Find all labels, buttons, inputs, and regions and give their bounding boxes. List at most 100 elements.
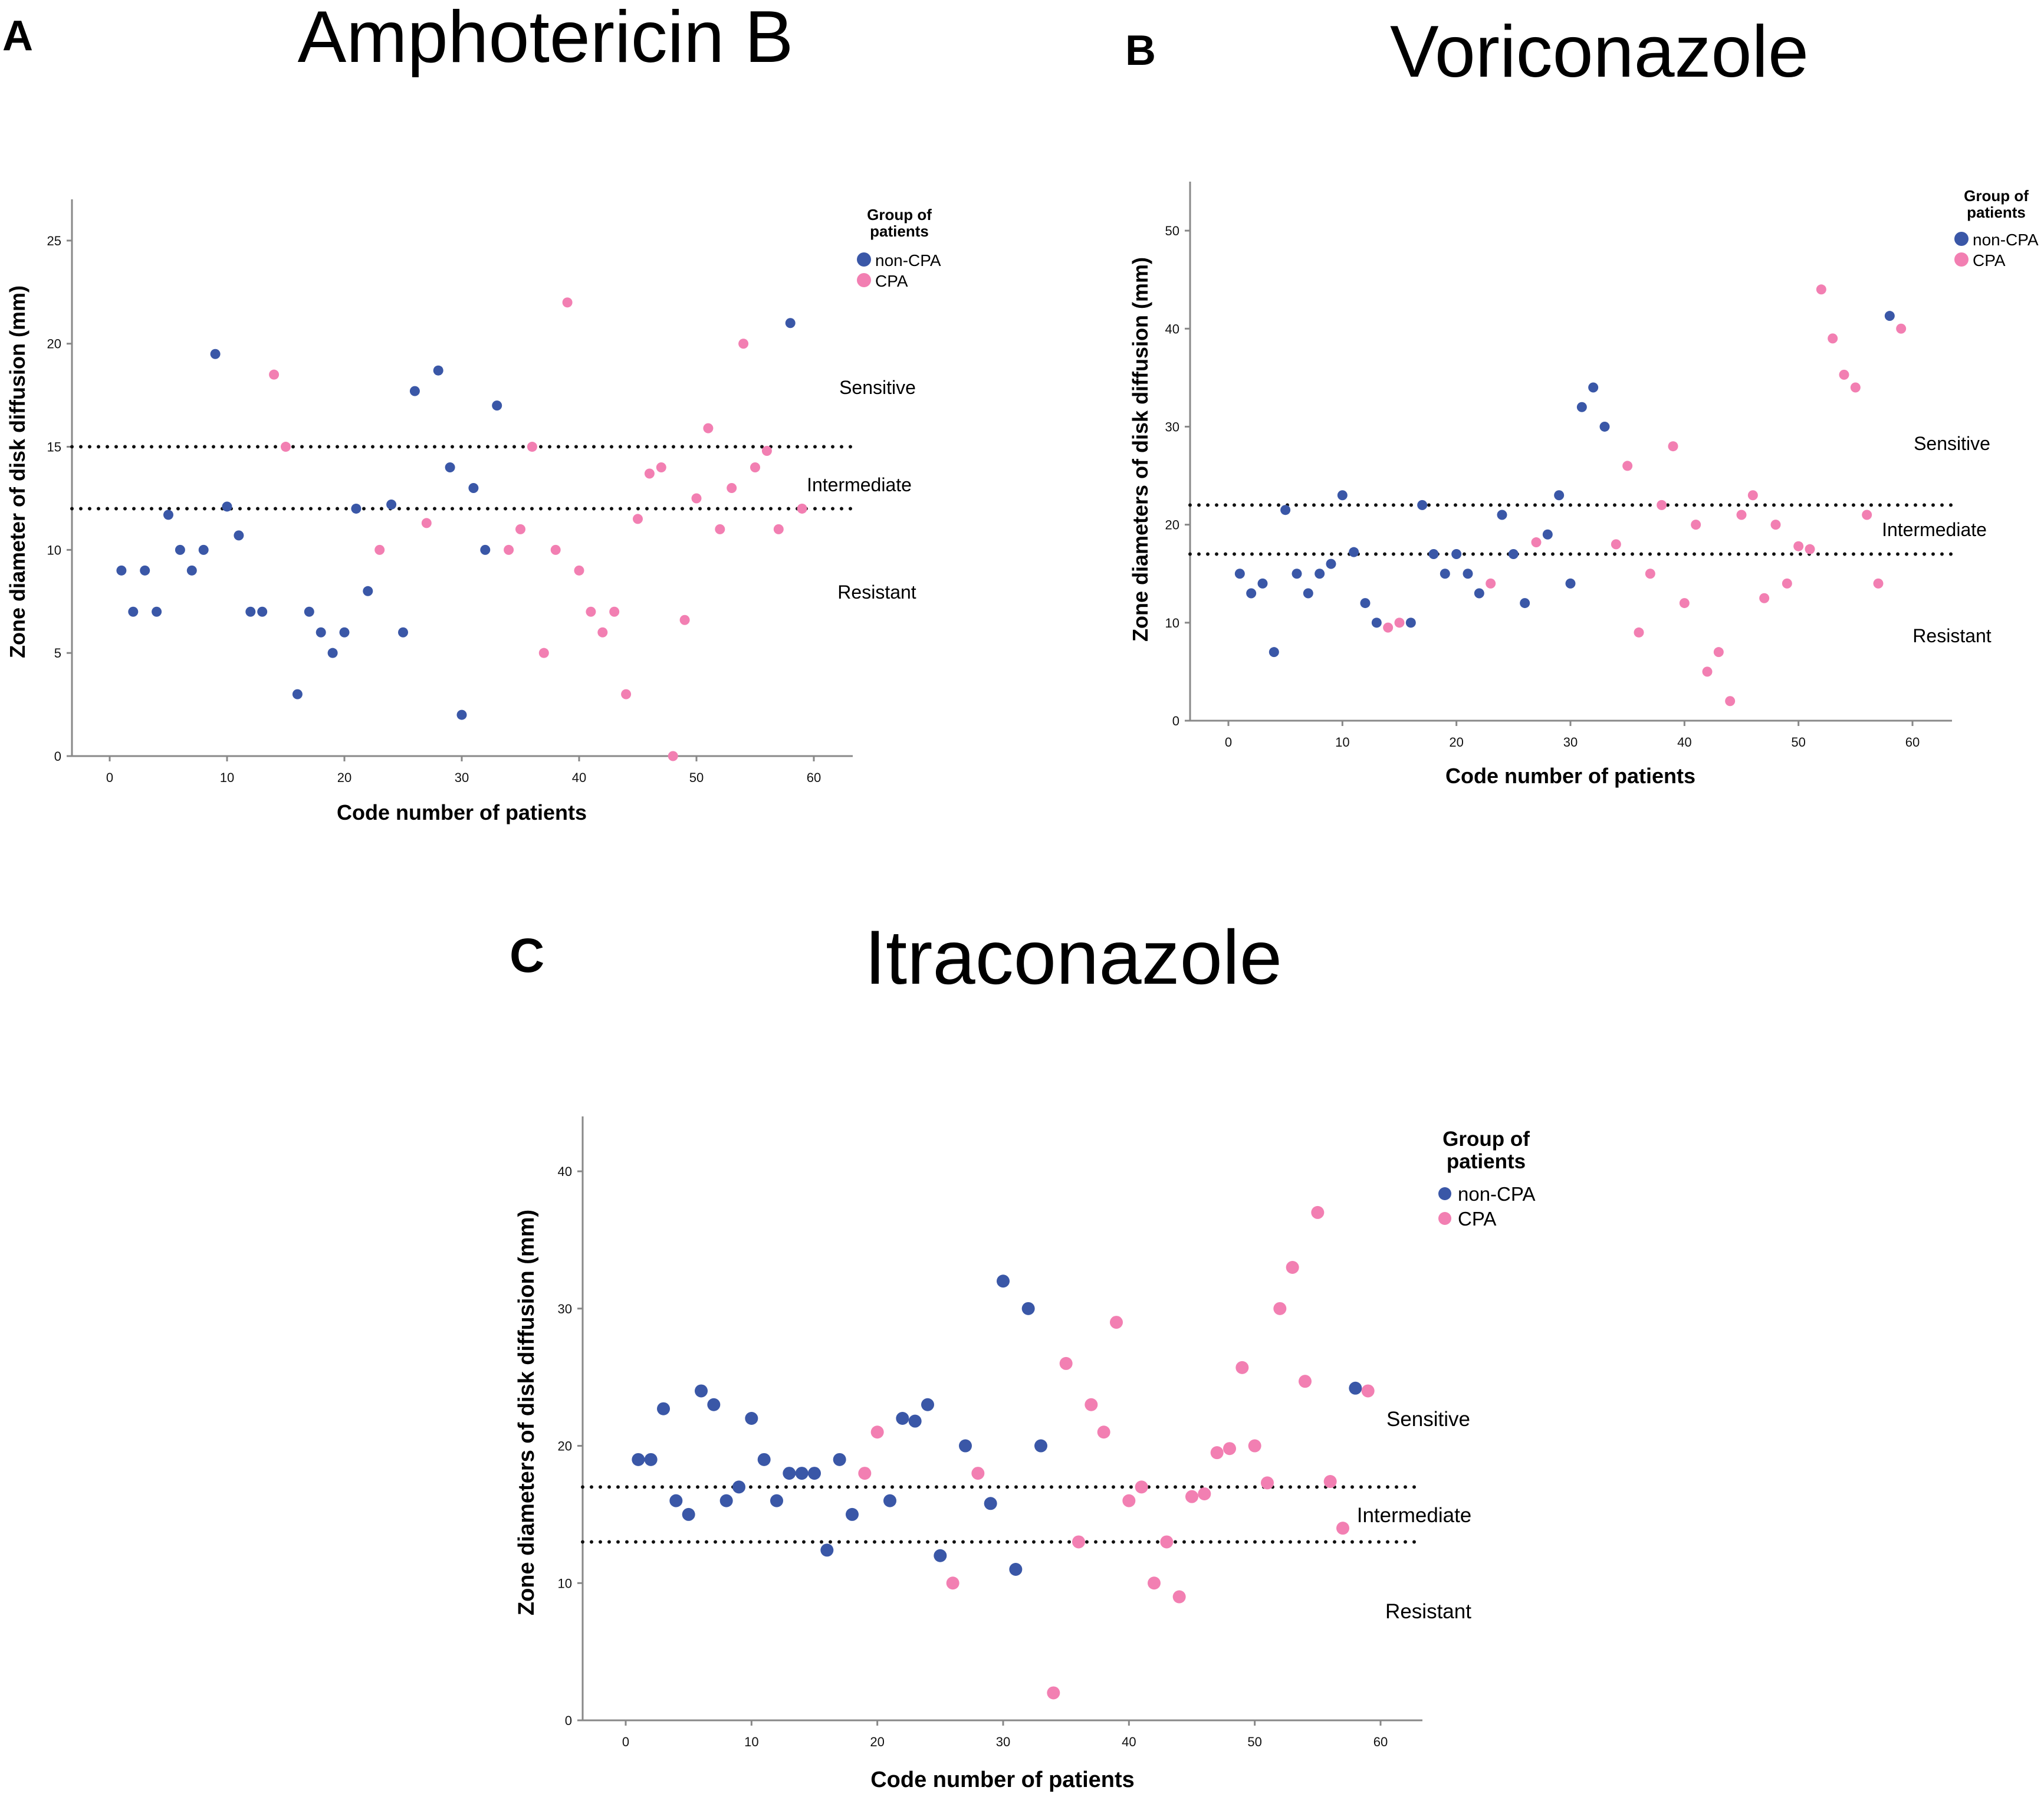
data-point-non-cpa — [657, 1402, 670, 1415]
data-point-cpa — [1210, 1446, 1224, 1460]
data-point-non-cpa — [1440, 569, 1450, 579]
x-tick-label: 50 — [689, 770, 704, 785]
data-point-non-cpa — [1565, 578, 1576, 589]
data-point-cpa — [715, 524, 725, 534]
y-tick-label: 0 — [1172, 714, 1179, 728]
data-point-cpa — [1691, 520, 1701, 530]
data-point-cpa — [1805, 544, 1815, 554]
y-tick-label: 5 — [54, 646, 61, 661]
data-point-cpa — [527, 442, 537, 452]
data-point-non-cpa — [351, 503, 362, 514]
scatter-plot-voriconazole: 0 10 20 30 40 50 0 10 20 30 40 50 60 — [1165, 182, 1954, 750]
data-point-cpa — [1148, 1576, 1161, 1590]
data-point-cpa — [1850, 382, 1861, 393]
data-point-non-cpa — [245, 606, 256, 617]
data-point-cpa — [1736, 510, 1747, 520]
x-tick-label: 30 — [455, 770, 469, 785]
data-point-non-cpa — [1034, 1439, 1047, 1453]
data-point-cpa — [1059, 1356, 1073, 1370]
y-tick-label: 10 — [558, 1576, 572, 1591]
data-point-cpa — [1531, 537, 1542, 548]
data-point-non-cpa — [1292, 569, 1302, 579]
data-point-non-cpa — [1417, 500, 1428, 510]
data-point-cpa — [1896, 323, 1907, 334]
data-point-cpa — [504, 544, 514, 555]
data-point-non-cpa — [1405, 617, 1416, 628]
data-point-cpa — [609, 606, 620, 617]
data-point-cpa — [691, 493, 702, 504]
data-point-non-cpa — [1428, 548, 1439, 559]
panel-letter: A — [2, 12, 33, 60]
data-point-non-cpa — [409, 386, 420, 396]
data-point-cpa — [1248, 1439, 1261, 1453]
data-point-non-cpa — [1554, 490, 1565, 501]
data-point-cpa — [1816, 284, 1826, 295]
data-point-cpa — [750, 462, 760, 473]
data-point-cpa — [1873, 578, 1884, 589]
data-point-non-cpa — [316, 627, 326, 638]
data-point-cpa — [1782, 578, 1792, 589]
x-tick-label: 30 — [996, 1734, 1010, 1749]
y-axis-label: Zone diameters of disk diffusion (mm) — [1128, 257, 1152, 642]
y-tick-label: 30 — [1165, 419, 1179, 434]
data-point-non-cpa — [1326, 559, 1336, 569]
data-point-cpa — [656, 462, 666, 473]
panel-title: Amphotericin B — [298, 0, 794, 78]
panel-a: A Amphotericin B 0 5 10 15 20 25 0 10 20 30 40 50 60… — [2, 0, 941, 824]
data-point-cpa — [761, 446, 772, 456]
panel-title: Itraconazole — [865, 914, 1282, 1000]
data-point-non-cpa — [186, 565, 197, 576]
data-point-non-cpa — [433, 365, 443, 376]
data-point-cpa — [1679, 598, 1690, 609]
data-point-non-cpa — [327, 648, 338, 658]
legend-title-line1: Group of — [867, 206, 932, 224]
data-point-non-cpa — [152, 606, 162, 617]
data-point-cpa — [1223, 1442, 1236, 1456]
data-point-non-cpa — [116, 565, 127, 576]
data-point-cpa — [1072, 1535, 1085, 1549]
data-point-cpa — [1634, 627, 1644, 638]
data-point-cpa — [1645, 569, 1655, 579]
region-label-intermediate: Intermediate — [807, 474, 912, 495]
data-point-non-cpa — [1474, 588, 1484, 599]
data-point-cpa — [1172, 1590, 1186, 1604]
data-point-non-cpa — [997, 1274, 1010, 1288]
data-point-non-cpa — [959, 1439, 972, 1453]
data-point-cpa — [1657, 500, 1667, 510]
data-point-non-cpa — [175, 544, 185, 555]
x-tick-label: 10 — [744, 1734, 758, 1749]
data-point-cpa — [597, 627, 608, 638]
data-point-non-cpa — [234, 530, 244, 541]
legend-marker-non-cpa — [857, 252, 871, 267]
legend-marker-cpa — [857, 273, 871, 287]
region-label-resistant: Resistant — [837, 582, 916, 603]
legend-title-line2: patients — [1967, 203, 2026, 221]
data-point-non-cpa — [745, 1412, 758, 1425]
data-point-cpa — [1311, 1205, 1325, 1219]
data-point-non-cpa — [386, 499, 397, 510]
region-label-sensitive: Sensitive — [1914, 433, 1990, 454]
data-point-cpa — [1261, 1476, 1274, 1490]
data-point-non-cpa — [1280, 505, 1291, 515]
data-point-cpa — [1047, 1686, 1060, 1700]
x-tick-label: 0 — [622, 1734, 629, 1749]
data-point-non-cpa — [682, 1507, 695, 1521]
x-tick-label: 20 — [1449, 735, 1463, 750]
data-point-non-cpa — [1021, 1302, 1035, 1315]
data-point-non-cpa — [445, 462, 455, 473]
legend-title-line1: Group of — [1442, 1128, 1530, 1151]
data-point-cpa — [421, 518, 432, 528]
data-point-non-cpa — [1542, 529, 1553, 540]
data-point-non-cpa — [808, 1467, 821, 1480]
data-point-cpa — [621, 689, 632, 699]
data-point-non-cpa — [363, 586, 373, 596]
data-point-non-cpa — [1303, 588, 1313, 599]
y-tick-label: 40 — [1165, 321, 1179, 336]
data-point-cpa — [1235, 1361, 1249, 1374]
data-point-non-cpa — [1315, 569, 1325, 579]
data-point-non-cpa — [1576, 402, 1587, 412]
legend-label-non-cpa: non-CPA — [875, 251, 941, 270]
data-point-non-cpa — [1588, 382, 1599, 393]
data-point-non-cpa — [292, 689, 303, 699]
